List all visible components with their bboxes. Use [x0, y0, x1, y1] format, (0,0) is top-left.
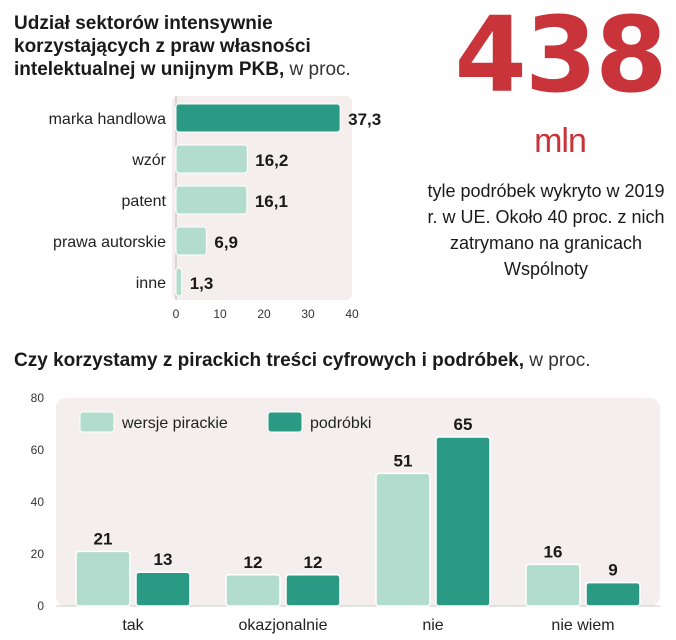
highlight-unit: mln: [534, 122, 587, 160]
bottom-chart-value-label: 12: [304, 553, 323, 572]
bottom-chart-title-text: Czy korzystamy z pirackich treści cyfrow…: [14, 350, 525, 371]
bottom-chart-bar: [225, 574, 281, 607]
legend-swatch: [267, 411, 303, 433]
top-chart-value-label: 1,3: [190, 274, 214, 293]
bottom-chart-bar: [75, 550, 131, 607]
top-chart-category-label: wzór: [131, 152, 166, 169]
bottom-chart-tick-label: 60: [31, 443, 45, 457]
bottom-chart-bar: [525, 563, 581, 607]
top-chart-value-label: 16,2: [255, 151, 288, 170]
top-chart-value-label: 6,9: [214, 233, 238, 252]
top-chart-bar: [175, 103, 341, 133]
bottom-chart-tick-label: 20: [31, 547, 45, 561]
bottom-chart-value-label: 13: [154, 550, 173, 569]
bottom-chart-value-label: 51: [394, 451, 413, 470]
bottom-chart-tick-label: 80: [31, 391, 45, 405]
top-chart-bar: [175, 267, 183, 297]
bottom-chart-value-label: 16: [544, 542, 563, 561]
bottom-chart-bar: [435, 436, 491, 607]
bottom-chart-panel: [56, 398, 660, 606]
top-chart-tick-label: 20: [257, 307, 271, 321]
bottom-chart-bar: [285, 574, 341, 607]
bottom-chart-bar: [375, 472, 431, 607]
top-chart-value-label: 37,3: [348, 110, 381, 129]
legend-swatch: [79, 411, 115, 433]
top-chart-category-label: patent: [122, 193, 167, 210]
top-chart-title: Udział sektorów intensywnie korzystający…: [14, 12, 414, 81]
highlight-number: 438: [454, 0, 667, 116]
top-chart-tick-label: 30: [301, 307, 315, 321]
top-chart-value-label: 16,1: [255, 192, 288, 211]
bottom-chart-value-label: 65: [454, 415, 473, 434]
bottom-chart-value-label: 9: [608, 561, 617, 580]
bottom-chart-tick-label: 0: [37, 599, 44, 613]
top-chart-tick-label: 0: [173, 307, 180, 321]
bottom-chart-category-label: okazjonalnie: [239, 617, 328, 634]
top-chart-tick-label: 10: [213, 307, 227, 321]
top-chart-bar: [175, 185, 248, 215]
top-chart-tick-label: 40: [345, 307, 359, 321]
legend-label: podróbki: [310, 415, 371, 432]
top-chart-category-label: marka handlowa: [49, 111, 167, 128]
bottom-chart-category-label: tak: [122, 617, 144, 634]
top-chart-bar: [175, 144, 248, 174]
top-chart-title-unit: w proc.: [284, 59, 351, 80]
legend-label: wersje pirackie: [121, 415, 228, 432]
top-chart-bar: [175, 226, 207, 256]
highlight-caption: tyle podróbek wykryto w 2019 r. w UE. Ok…: [427, 181, 665, 279]
bottom-chart-category-label: nie wiem: [551, 617, 614, 634]
bottom-chart-tick-label: 40: [31, 495, 45, 509]
bottom-chart-bar: [135, 571, 191, 607]
top-chart-title-text: Udział sektorów intensywnie korzystający…: [14, 13, 311, 80]
bottom-chart-value-label: 21: [94, 529, 113, 548]
bottom-chart-title: Czy korzystamy z pirackich treści cyfrow…: [14, 350, 674, 372]
bottom-chart-bar: [585, 581, 641, 607]
bottom-chart-title-unit: w proc.: [524, 350, 591, 371]
top-chart-category-label: prawa autorskie: [53, 234, 166, 251]
bottom-chart-value-label: 12: [244, 553, 263, 572]
top-chart-category-label: inne: [136, 275, 166, 292]
bottom-chart-category-label: nie: [422, 617, 443, 634]
